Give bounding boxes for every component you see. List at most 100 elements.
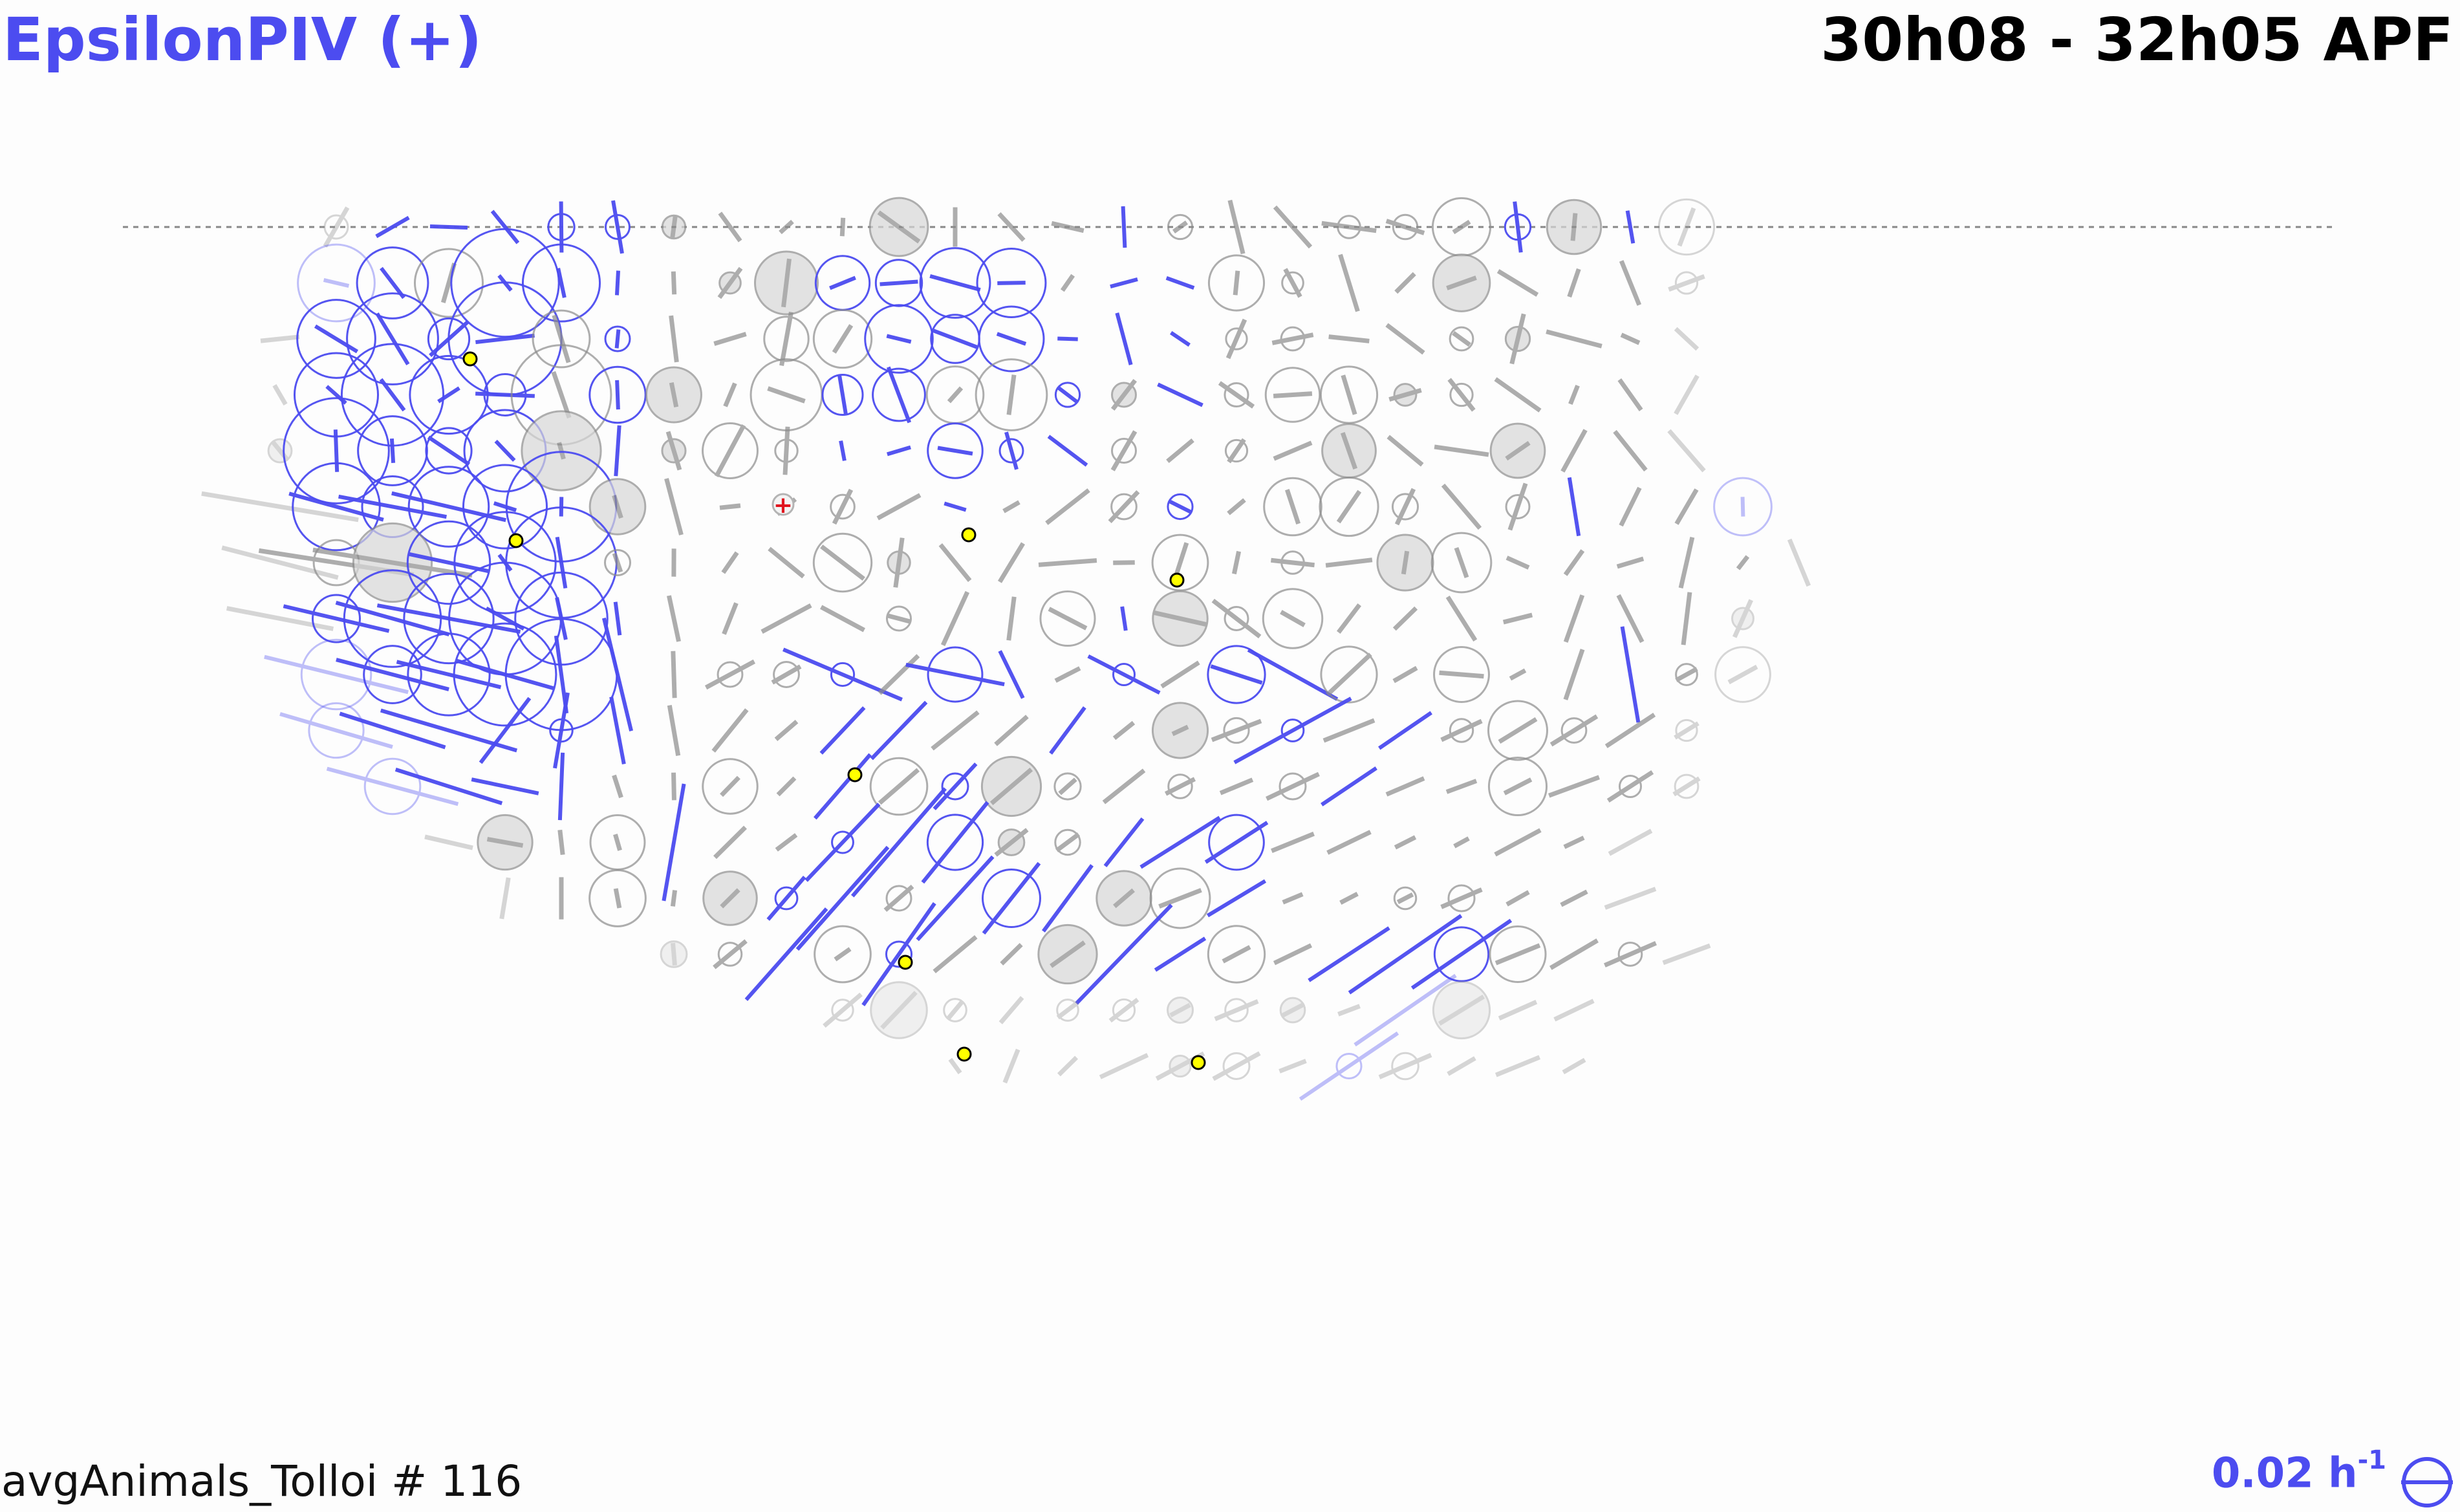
strain-glyph (1211, 717, 1262, 744)
strain-glyph (272, 383, 288, 406)
strain-glyph (479, 697, 532, 764)
strain-glyph (1560, 429, 1588, 473)
strain-glyph (1553, 999, 1595, 1022)
strain-glyph (1430, 532, 1493, 594)
strain-glyph (1667, 429, 1706, 473)
strain-glyph (1675, 663, 1698, 686)
strain-glyph (1057, 336, 1078, 341)
strain-glyph (1625, 210, 1635, 244)
strain-glyph (1227, 199, 1246, 255)
strain-glyph (603, 548, 632, 577)
strain-glyph (336, 645, 449, 704)
strain-glyph (997, 212, 1026, 242)
strain-glyph (1674, 327, 1699, 351)
strain-glyph (876, 493, 922, 521)
strain-glyph (605, 200, 631, 254)
strain-glyph (1496, 269, 1539, 297)
strain-glyph (499, 877, 511, 920)
strain-glyph (1160, 660, 1200, 689)
strain-glyph (1563, 594, 1585, 643)
strain-glyph (1445, 596, 1478, 642)
strain-glyph (279, 702, 393, 759)
strain-glyph (814, 255, 871, 311)
strain-glyph (667, 595, 681, 642)
strain-glyph (1549, 714, 1599, 747)
strain-glyph (1273, 440, 1313, 461)
strain-glyph (664, 478, 684, 535)
strain-glyph (870, 700, 928, 761)
strain-glyph (869, 757, 929, 816)
landmark-dot (847, 767, 863, 783)
strain-glyph (1167, 493, 1194, 521)
strain-glyph (704, 659, 756, 690)
strain-glyph (931, 710, 980, 751)
strain-glyph (1657, 198, 1716, 256)
strain-glyph (1619, 486, 1642, 527)
strain-glyph (425, 427, 473, 475)
strain-glyph (1617, 378, 1643, 411)
strain-glyph (1433, 646, 1490, 703)
landmark-dot (961, 527, 976, 543)
strain-glyph (1207, 645, 1266, 704)
strain-glyph (713, 825, 747, 859)
strain-glyph (1604, 887, 1657, 910)
strain-glyph (744, 907, 828, 1001)
strain-glyph (814, 925, 872, 984)
strain-glyph (1227, 498, 1246, 515)
strain-glyph (1263, 477, 1322, 537)
strain-glyph (669, 315, 679, 363)
strain-glyph (870, 981, 928, 1039)
strain-glyph (1662, 943, 1711, 966)
strain-glyph (1432, 254, 1491, 312)
strain-glyph (753, 250, 819, 316)
strain-glyph (1674, 374, 1699, 415)
strain-glyph (1271, 832, 1315, 853)
strain-glyph (795, 845, 890, 951)
strain-glyph (1204, 814, 1269, 871)
figure-title: EpsilonPIV (+) (3, 5, 482, 74)
strain-glyph (1321, 766, 1377, 806)
strain-glyph (346, 292, 439, 385)
strain-glyph (1319, 365, 1379, 424)
strain-glyph (1167, 213, 1194, 241)
strain-glyph (812, 532, 873, 593)
strain-glyph (774, 426, 799, 475)
time-range-label: 30h08 - 32h05 APF (1820, 5, 2454, 74)
strain-glyph (976, 248, 1047, 318)
strain-glyph (396, 632, 502, 717)
strain-glyph (1115, 312, 1133, 365)
strain-glyph (1262, 588, 1324, 649)
strain-glyph (944, 501, 967, 512)
strain-glyph (1060, 274, 1075, 292)
strain-glyph (1214, 998, 1259, 1022)
strain-glyph (1165, 276, 1195, 290)
strain-glyph (1616, 556, 1645, 569)
strain-glyph (1121, 206, 1127, 248)
strain-glyph (1075, 903, 1173, 1005)
strain-glyph (1674, 718, 1699, 742)
strain-glyph (1376, 534, 1434, 592)
strain-glyph (776, 776, 797, 797)
strain-glyph (1218, 381, 1255, 409)
strain-glyph (839, 217, 846, 237)
strain-glyph (998, 650, 1025, 699)
strain-glyph (878, 654, 920, 695)
strain-glyph (448, 561, 563, 676)
strain-glyph (927, 422, 984, 479)
landmark-layer (462, 351, 1206, 1070)
strain-glyph (1339, 892, 1359, 905)
strain-glyph (1102, 768, 1146, 805)
strain-glyph (264, 638, 409, 711)
strain-glyph (1045, 488, 1090, 525)
strain-glyph (1051, 221, 1084, 233)
strain-glyph (1509, 668, 1527, 681)
strain-glyph (375, 215, 410, 239)
strain-glyph (1410, 918, 1513, 990)
strain-glyph (1548, 775, 1600, 798)
landmark-dot (508, 533, 524, 548)
strain-glyph (1604, 713, 1656, 748)
strain-glyph (997, 542, 1026, 583)
strain-glyph (557, 829, 565, 856)
strain-glyph (1453, 836, 1470, 848)
